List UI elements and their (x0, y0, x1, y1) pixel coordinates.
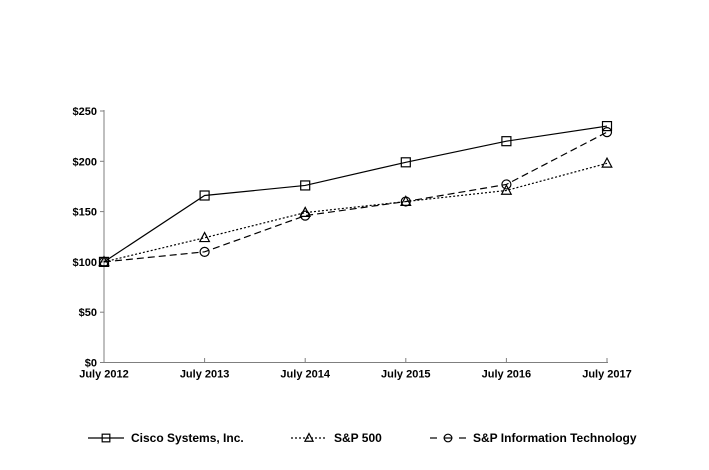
svg-text:$150: $150 (73, 207, 97, 219)
svg-text:July 2012: July 2012 (79, 369, 129, 381)
legend-item-cisco: Cisco Systems, Inc. (88, 429, 244, 447)
chart-legend: Cisco Systems, Inc. S&P 500 S&P Informat… (0, 429, 709, 449)
svg-text:July 2016: July 2016 (482, 369, 532, 381)
svg-text:$0: $0 (85, 358, 97, 370)
svg-text:$200: $200 (73, 156, 97, 168)
svg-text:$50: $50 (79, 307, 97, 319)
svg-text:July 2013: July 2013 (180, 369, 230, 381)
legend-label-sp-info-tech: S&P Information Technology (473, 431, 637, 445)
svg-text:July 2017: July 2017 (582, 369, 632, 381)
legend-item-sp-info-tech: S&P Information Technology (430, 429, 637, 447)
sp-info-tech-line-circle-icon (430, 433, 466, 443)
svg-text:$250: $250 (73, 106, 97, 118)
cisco-line-square-icon (88, 433, 124, 443)
svg-text:July 2015: July 2015 (381, 369, 431, 381)
legend-label-sp500: S&P 500 (334, 431, 382, 445)
legend-label-cisco: Cisco Systems, Inc. (131, 431, 244, 445)
svg-text:July 2014: July 2014 (280, 369, 330, 381)
legend-item-sp500: S&P 500 (291, 429, 382, 447)
sp500-line-triangle-icon (291, 432, 327, 442)
svg-text:$100: $100 (73, 257, 97, 269)
